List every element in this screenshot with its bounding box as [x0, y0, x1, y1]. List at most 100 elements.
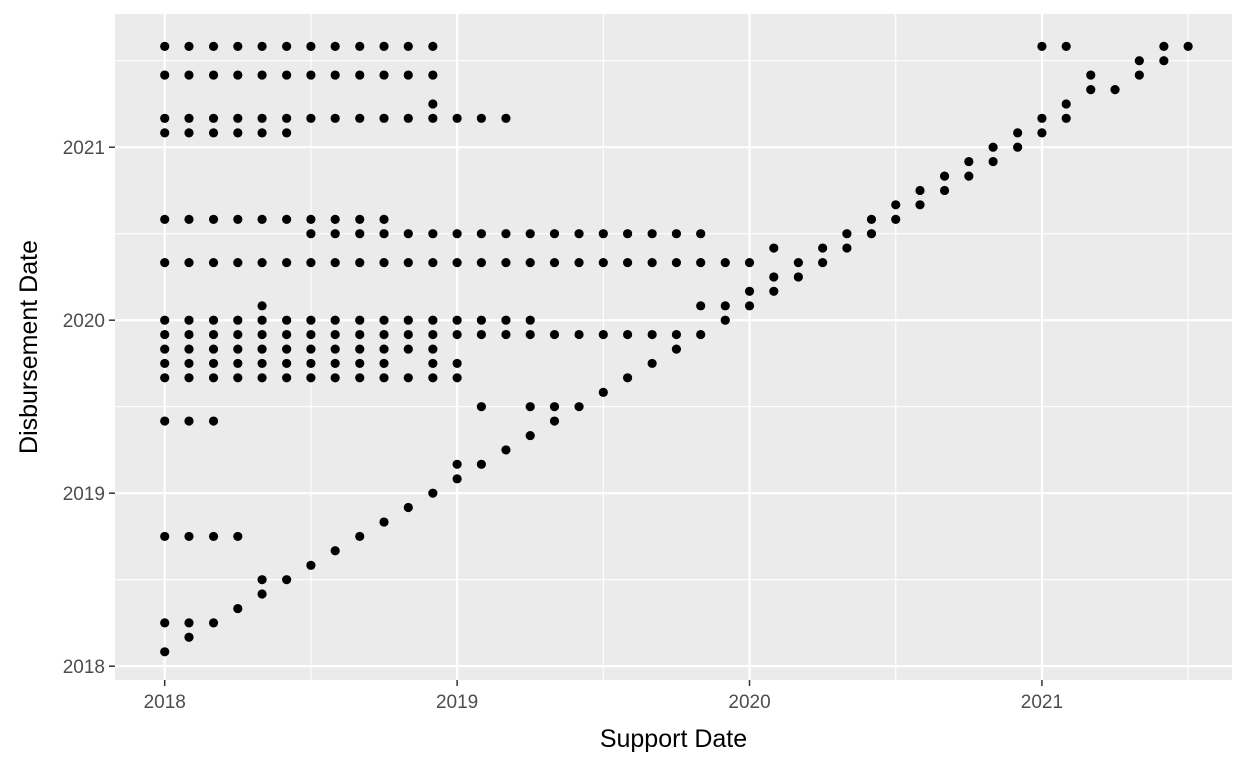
data-point: [160, 344, 170, 354]
data-point: [574, 402, 584, 412]
data-point: [282, 344, 292, 354]
data-point: [1110, 85, 1120, 95]
data-point: [208, 128, 219, 138]
data-point: [306, 229, 316, 239]
data-point: [184, 416, 194, 426]
x-tick-label: 2021: [1021, 692, 1063, 713]
data-point: [501, 445, 511, 455]
data-point: [330, 358, 340, 369]
data-point: [282, 214, 292, 224]
data-point: [282, 315, 292, 325]
data-point: [696, 257, 706, 268]
data-point: [647, 358, 657, 369]
data-point: [915, 185, 925, 196]
data-point: [233, 128, 243, 138]
data-point: [501, 257, 511, 268]
data-point: [1159, 56, 1169, 66]
data-point: [208, 315, 219, 325]
data-point: [1061, 41, 1071, 51]
data-point: [647, 229, 657, 239]
data-point: [549, 329, 560, 340]
data-point: [184, 329, 194, 340]
data-point: [476, 257, 486, 268]
data-point: [842, 229, 852, 239]
data-point: [184, 128, 194, 138]
data-point: [379, 70, 389, 80]
data-point: [233, 315, 243, 325]
data-point: [769, 272, 779, 282]
data-point: [842, 243, 852, 253]
data-point: [452, 315, 462, 325]
data-point: [330, 329, 340, 340]
data-point: [891, 200, 901, 210]
data-point: [257, 373, 267, 383]
data-point: [379, 329, 389, 340]
data-point: [306, 41, 316, 51]
data-point: [671, 329, 682, 340]
data-point: [403, 315, 413, 325]
data-point: [184, 618, 194, 628]
data-point: [549, 257, 560, 268]
data-point: [160, 214, 170, 224]
data-point: [428, 358, 438, 369]
data-point: [306, 560, 316, 570]
data-point: [257, 128, 267, 138]
data-point: [1134, 56, 1144, 66]
data-point: [964, 156, 974, 167]
data-point: [525, 329, 535, 340]
data-point: [208, 214, 219, 224]
data-point: [306, 344, 316, 354]
data-point: [403, 373, 413, 383]
major-gridlines: [115, 14, 1232, 680]
data-point: [257, 301, 267, 311]
data-point: [208, 70, 219, 80]
data-point: [1086, 85, 1096, 95]
data-point: [476, 402, 486, 412]
data-point: [1037, 113, 1047, 123]
data-point: [257, 589, 267, 599]
data-point: [428, 488, 438, 498]
data-point: [793, 272, 803, 282]
data-point: [379, 113, 389, 123]
data-point: [330, 257, 340, 268]
data-point: [525, 430, 535, 441]
data-point: [598, 387, 608, 397]
data-point: [403, 70, 413, 80]
data-point: [233, 257, 243, 268]
data-point: [184, 315, 194, 325]
data-point: [720, 315, 730, 325]
data-point: [696, 229, 706, 239]
data-point: [428, 257, 438, 268]
data-point: [501, 315, 511, 325]
data-point: [1061, 99, 1071, 109]
data-point: [744, 301, 755, 311]
data-point: [257, 41, 267, 51]
data-point: [452, 373, 462, 383]
data-point: [208, 373, 219, 383]
data-point: [428, 113, 438, 123]
data-point: [428, 344, 438, 354]
data-point: [160, 128, 170, 138]
data-point: [647, 329, 657, 340]
data-point: [208, 113, 219, 123]
data-point: [233, 41, 243, 51]
data-point: [379, 41, 389, 51]
x-axis-title: Support Date: [600, 725, 747, 753]
data-point: [403, 344, 413, 354]
data-point: [160, 315, 170, 325]
data-point: [330, 344, 340, 354]
data-point: [306, 315, 316, 325]
data-point: [282, 113, 292, 123]
data-point: [355, 358, 365, 369]
data-point: [1013, 128, 1023, 138]
data-point: [525, 229, 535, 239]
data-point: [574, 329, 584, 340]
data-point: [306, 70, 316, 80]
data-point: [282, 257, 292, 268]
data-point: [525, 257, 535, 268]
data-point: [208, 618, 219, 628]
data-point: [184, 632, 194, 642]
data-point: [403, 257, 413, 268]
data-point: [160, 618, 170, 628]
